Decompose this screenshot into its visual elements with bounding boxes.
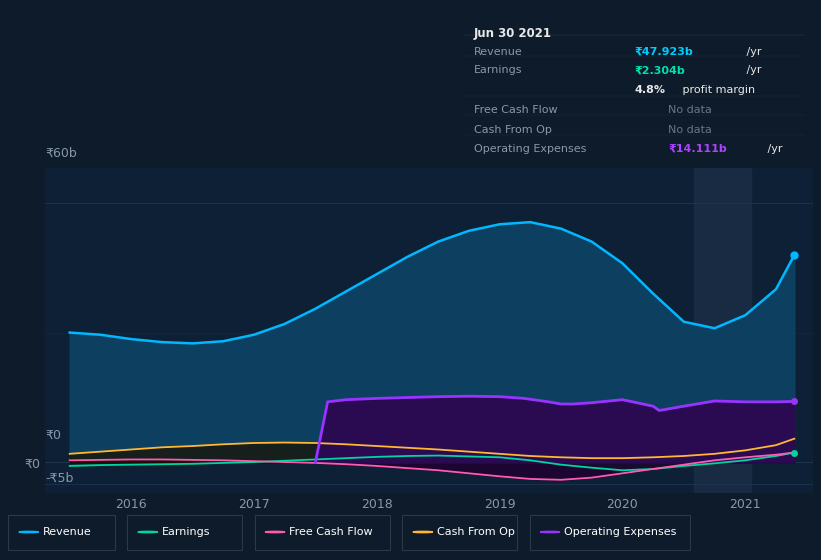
Bar — [127, 515, 242, 550]
Text: /yr: /yr — [743, 47, 762, 57]
Text: profit margin: profit margin — [678, 85, 754, 95]
Text: Earnings: Earnings — [162, 527, 210, 537]
Text: Revenue: Revenue — [43, 527, 91, 537]
Text: ₹14.111b: ₹14.111b — [668, 144, 727, 154]
Text: ₹60b: ₹60b — [45, 147, 77, 160]
Circle shape — [540, 531, 560, 533]
Text: Operating Expenses: Operating Expenses — [474, 144, 586, 154]
Text: /yr: /yr — [743, 66, 762, 76]
Text: Operating Expenses: Operating Expenses — [564, 527, 677, 537]
Text: ₹2.304b: ₹2.304b — [635, 66, 685, 76]
Text: Jun 30 2021: Jun 30 2021 — [474, 27, 552, 40]
Circle shape — [138, 531, 158, 533]
Bar — [402, 515, 517, 550]
Text: No data: No data — [668, 125, 712, 136]
Text: Cash From Op: Cash From Op — [474, 125, 552, 136]
Text: Free Cash Flow: Free Cash Flow — [289, 527, 373, 537]
Bar — [8, 515, 115, 550]
Text: ₹47.923b: ₹47.923b — [635, 47, 693, 57]
Circle shape — [413, 531, 433, 533]
Circle shape — [265, 531, 285, 533]
Bar — [255, 515, 390, 550]
Text: Earnings: Earnings — [474, 66, 523, 76]
Text: 4.8%: 4.8% — [635, 85, 665, 95]
Text: No data: No data — [668, 105, 712, 115]
Text: /yr: /yr — [764, 144, 782, 154]
Circle shape — [19, 531, 39, 533]
Text: -₹5b: -₹5b — [45, 472, 74, 486]
Text: Free Cash Flow: Free Cash Flow — [474, 105, 557, 115]
Text: Revenue: Revenue — [474, 47, 523, 57]
Text: Cash From Op: Cash From Op — [437, 527, 515, 537]
Bar — [694, 168, 751, 493]
Bar — [530, 515, 690, 550]
Text: ₹0: ₹0 — [45, 428, 61, 442]
